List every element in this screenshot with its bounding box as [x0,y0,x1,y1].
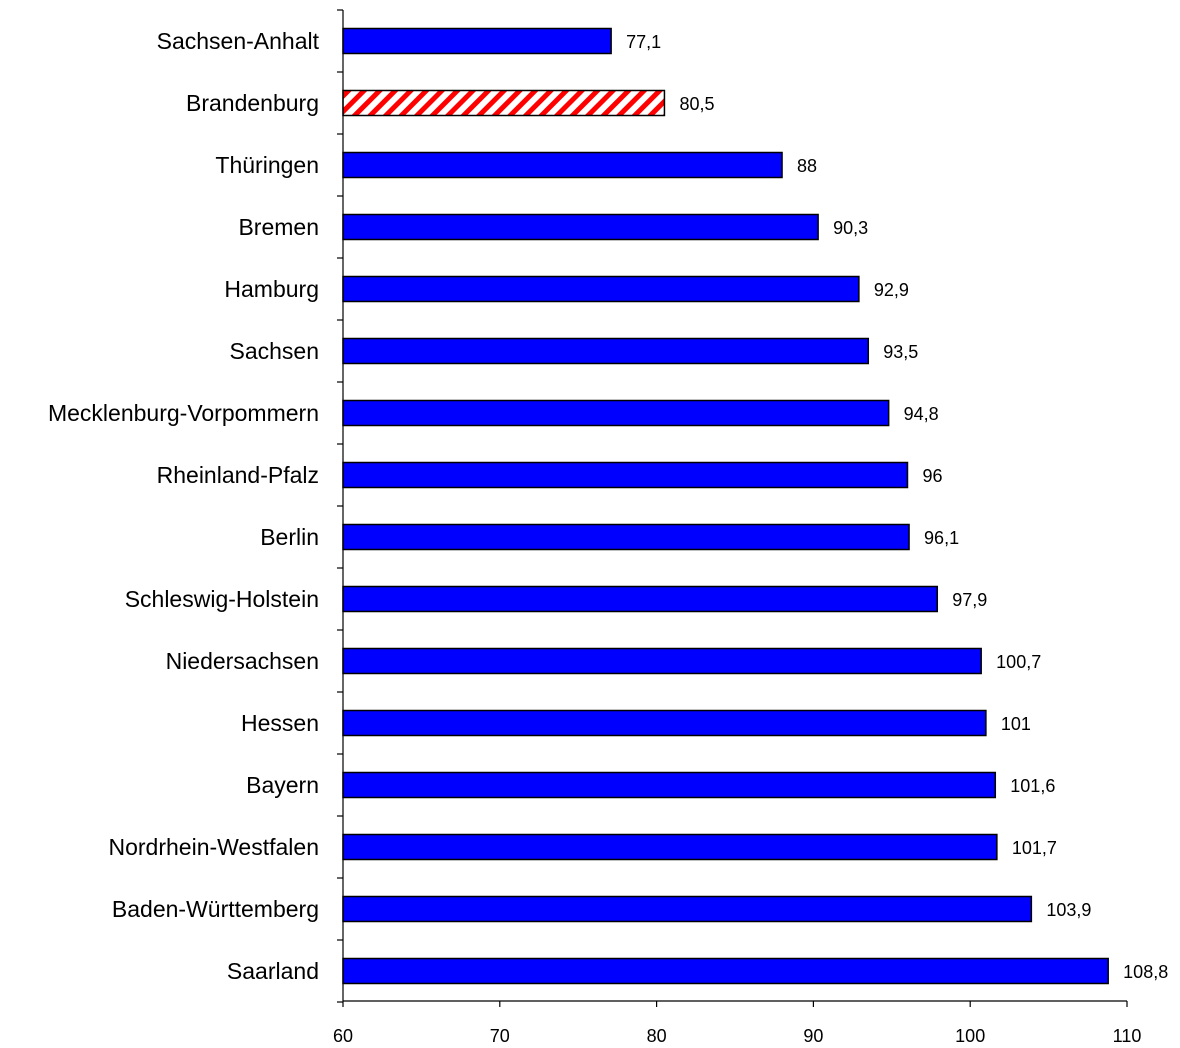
bar-hamburg [342,275,860,303]
value-label: 93,5 [883,342,918,362]
category-label: Sachsen-Anhalt [157,28,320,54]
bar-saarland [342,957,1109,985]
x-tick-label: 110 [1113,1026,1142,1046]
x-tick-label: 80 [647,1026,667,1046]
category-label: Bremen [238,214,319,240]
category-label: Hessen [241,710,319,736]
category-label: Nordrhein-Westfalen [108,834,319,860]
value-label: 88 [797,156,817,176]
bar-hessen [342,709,987,737]
value-label: 92,9 [874,280,909,300]
bar-niedersachsen [342,647,982,675]
category-label: Baden-Württemberg [112,896,319,922]
bar-berlin [342,523,910,551]
value-label: 80,5 [679,94,714,114]
category-label: Thüringen [215,152,319,178]
value-label: 100,7 [996,652,1041,672]
bar-schleswig-holstein [342,585,939,613]
bar-thüringen [342,151,783,179]
bar-sachsen [342,337,870,365]
bar-mecklenburg-vorpommern [342,399,890,427]
category-label: Berlin [260,524,319,550]
x-tick-label: 100 [955,1026,985,1046]
bar-brandenburg [342,89,666,117]
bar-bremen [342,213,819,241]
category-label: Niedersachsen [166,648,319,674]
bars-layer [342,27,1109,985]
category-label: Saarland [227,958,319,984]
bar-bayern [342,771,997,799]
category-labels: Sachsen-Anhalt Brandenburg Thüringen Bremen… [48,28,320,984]
bar-sachsen-anhalt [342,27,612,55]
category-label: Brandenburg [186,90,319,116]
axes: 60 70 80 90 100 110 [333,9,1142,1046]
value-label: 101,6 [1010,776,1055,796]
value-label: 96 [922,466,942,486]
bar-baden-württemberg [342,895,1033,923]
value-label: 96,1 [924,528,959,548]
value-label: 108,8 [1123,962,1168,982]
value-label: 101,7 [1012,838,1057,858]
value-label: 103,9 [1046,900,1091,920]
category-label: Bayern [246,772,319,798]
value-label: 94,8 [904,404,939,424]
value-label: 77,1 [626,32,661,52]
value-label: 97,9 [952,590,987,610]
x-tick-label: 70 [490,1026,510,1046]
value-labels: 77,1 80,5 88 90,3 92,9 93,5 94,8 96 96,1 97,9 100,… [626,32,1168,982]
category-label: Hamburg [224,276,319,302]
value-label: 90,3 [833,218,868,238]
category-label: Sachsen [229,338,319,364]
category-label: Rheinland-Pfalz [157,462,319,488]
bar-rheinland-pfalz [342,461,909,489]
category-label: Schleswig-Holstein [125,586,319,612]
bar-nordrhein-westfalen [342,833,998,861]
x-tick-label: 90 [803,1026,823,1046]
value-label: 101 [1001,714,1031,734]
x-tick-label: 60 [333,1026,353,1046]
category-label: Mecklenburg-Vorpommern [48,400,319,426]
